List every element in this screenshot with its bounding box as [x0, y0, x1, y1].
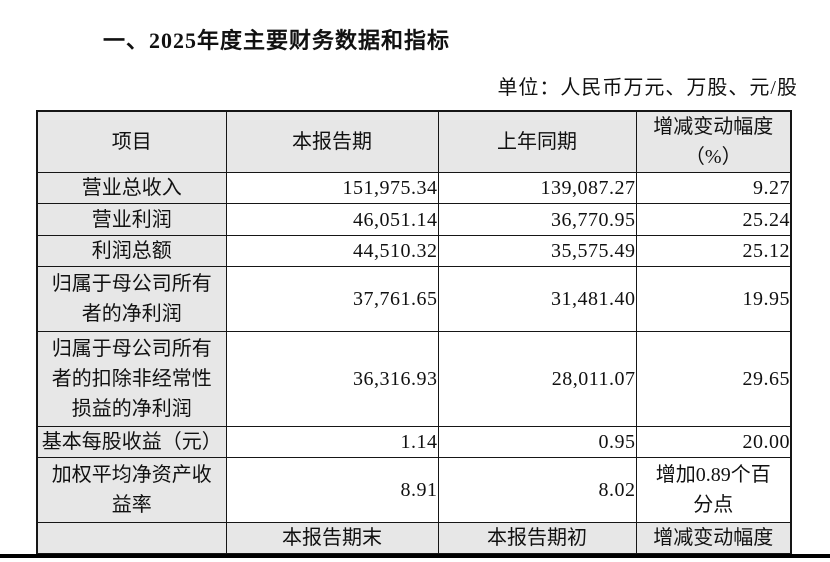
- table-row: 营业总收入 151,975.34 139,087.27 9.27: [36, 172, 792, 204]
- current-period-cell: 1.14: [225, 426, 439, 458]
- prior-period-cell: 28,011.07: [437, 331, 637, 427]
- header-prior-period: 上年同期: [437, 110, 637, 173]
- header-item-column: 项目: [36, 110, 227, 173]
- table-row: 加权平均净资产收 益率 8.91 8.02 增加0.89个百 分点: [36, 457, 792, 523]
- change-cell: 25.24: [635, 203, 792, 236]
- footer-empty-cell: [36, 522, 227, 555]
- row-label-cell: 营业总收入: [36, 172, 227, 204]
- table-row: 利润总额 44,510.32 35,575.49 25.12: [36, 235, 792, 267]
- current-period-cell: 44,510.32: [225, 235, 439, 267]
- page-title: 一、2025年度主要财务数据和指标: [103, 28, 451, 53]
- current-period-cell: 46,051.14: [225, 203, 439, 236]
- table-row: 营业利润 46,051.14 36,770.95 25.24: [36, 203, 792, 236]
- table-row: 归属于母公司所有 者的扣除非经常性 损益的净利润 36,316.93 28,01…: [36, 331, 792, 427]
- change-cell: 19.95: [635, 266, 792, 332]
- financial-table: 项目 本报告期 上年同期 增减变动幅度 （%） 营业总收入 151,975.34…: [36, 110, 792, 555]
- current-period-cell: 151,975.34: [225, 172, 439, 204]
- table-row: 归属于母公司所有 者的净利润 37,761.65 31,481.40 19.95: [36, 266, 792, 332]
- table-row: 基本每股收益（元） 1.14 0.95 20.00: [36, 426, 792, 458]
- prior-period-cell: 35,575.49: [437, 235, 637, 267]
- footer-period-begin: 本报告期初: [437, 522, 637, 555]
- current-period-cell: 8.91: [225, 457, 439, 523]
- change-cell: 20.00: [635, 426, 792, 458]
- current-period-cell: 37,761.65: [225, 266, 439, 332]
- change-cell: 25.12: [635, 235, 792, 267]
- change-cell: 增加0.89个百 分点: [635, 457, 792, 523]
- unit-note: 单位：人民币万元、万股、元/股: [497, 77, 798, 99]
- row-label-cell: 营业利润: [36, 203, 227, 236]
- prior-period-cell: 0.95: [437, 426, 637, 458]
- row-label-cell: 基本每股收益（元）: [36, 426, 227, 458]
- header-row: 项目 本报告期 上年同期 增减变动幅度 （%）: [36, 110, 792, 173]
- secondary-header-row: 本报告期末 本报告期初 增减变动幅度: [36, 522, 792, 555]
- bottom-divider: [0, 554, 830, 558]
- change-cell: 29.65: [635, 331, 792, 427]
- change-cell: 9.27: [635, 172, 792, 204]
- header-current-period: 本报告期: [225, 110, 439, 173]
- current-period-cell: 36,316.93: [225, 331, 439, 427]
- footer-change-label: 增减变动幅度: [635, 522, 792, 555]
- row-label-cell: 归属于母公司所有 者的净利润: [36, 266, 227, 332]
- row-label-cell: 归属于母公司所有 者的扣除非经常性 损益的净利润: [36, 331, 227, 427]
- prior-period-cell: 36,770.95: [437, 203, 637, 236]
- footer-period-end: 本报告期末: [225, 522, 439, 555]
- prior-period-cell: 139,087.27: [437, 172, 637, 204]
- row-label-cell: 利润总额: [36, 235, 227, 267]
- row-label-cell: 加权平均净资产收 益率: [36, 457, 227, 523]
- prior-period-cell: 8.02: [437, 457, 637, 523]
- header-change-percent: 增减变动幅度 （%）: [635, 110, 792, 173]
- prior-period-cell: 31,481.40: [437, 266, 637, 332]
